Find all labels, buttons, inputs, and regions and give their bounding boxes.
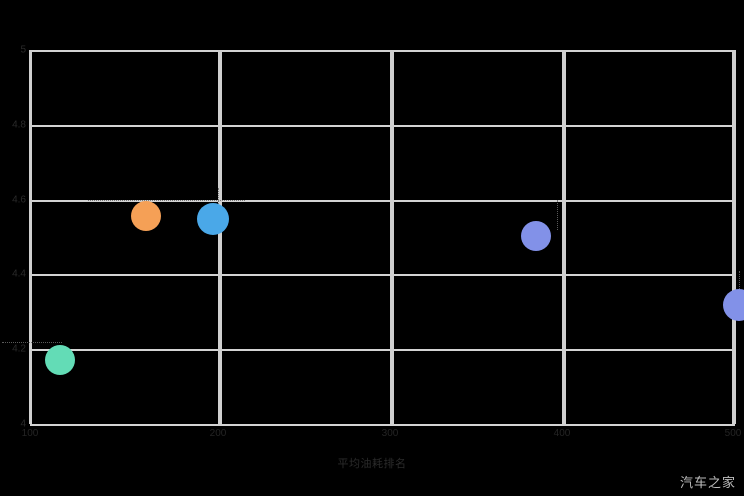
gridline-vertical: [732, 50, 737, 424]
y-axis-tick-labels: 5 4.8 4.6 4.4 4.2 4: [0, 45, 26, 430]
x-axis-tick-labels: 100 200 300 400 500: [0, 426, 744, 446]
data-point-teal[interactable]: [45, 344, 76, 375]
y-tick-label: 4.2: [12, 343, 26, 355]
guide-line-horizontal: [1, 341, 62, 344]
y-tick-label: 4: [20, 418, 26, 430]
gridline-horizontal: [30, 124, 735, 127]
x-tick-label: 400: [553, 428, 571, 439]
x-tick-label: 300: [381, 428, 399, 439]
x-tick-label: 100: [21, 428, 39, 439]
y-tick-label: 5: [20, 44, 26, 56]
guide-line-horizontal: [87, 199, 245, 202]
guide-line-vertical: [557, 199, 559, 230]
y-tick-label: 4.6: [12, 194, 26, 206]
gridline-horizontal: [30, 274, 735, 277]
gridline-horizontal: [30, 424, 735, 426]
gridline-vertical: [562, 50, 567, 424]
y-tick-label: 4.8: [12, 119, 26, 131]
gridline-horizontal: [30, 199, 735, 202]
data-point-periwinkle-mid[interactable]: [521, 220, 552, 251]
gridline-vertical: [390, 50, 395, 424]
data-point-periwinkle-right[interactable]: [722, 289, 744, 322]
x-axis-title: 平均油耗排名: [337, 458, 407, 470]
watermark: 汽车之家: [679, 475, 736, 490]
data-point-skyblue[interactable]: [197, 203, 230, 236]
plot-area: [1, 50, 744, 426]
data-point-orange[interactable]: [131, 201, 162, 232]
y-axis-line: [29, 50, 32, 424]
x-tick-label: 500: [724, 428, 742, 439]
gridline-horizontal: [30, 50, 735, 52]
y-tick-label: 4.4: [12, 268, 26, 280]
gridline-vertical: [217, 50, 222, 424]
x-tick-label: 200: [209, 428, 227, 439]
guide-line-vertical: [738, 270, 741, 301]
gridline-horizontal: [30, 349, 735, 352]
